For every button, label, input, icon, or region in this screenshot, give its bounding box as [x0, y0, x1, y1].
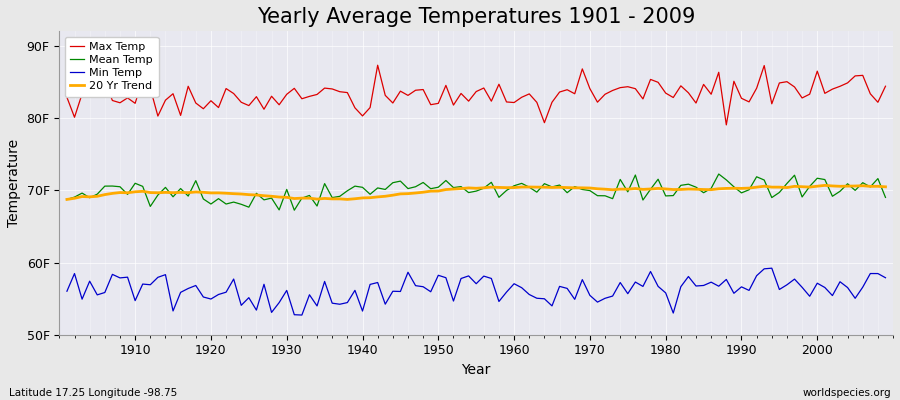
- Max Temp: [335, 89, 346, 94]
- Y-axis label: Temperature: Temperature: [7, 139, 21, 227]
- Mean Temp: [508, 183, 519, 188]
- Max Temp: [508, 100, 519, 105]
- Max Temp: [61, 95, 72, 100]
- Title: Yearly Average Temperatures 1901 - 2009: Yearly Average Temperatures 1901 - 2009: [257, 7, 696, 27]
- Max Temp: [122, 96, 133, 100]
- Line: 20 Yr Trend: 20 Yr Trend: [67, 185, 886, 200]
- X-axis label: Year: Year: [462, 363, 490, 377]
- Min Temp: [289, 312, 300, 317]
- Max Temp: [289, 86, 300, 91]
- Min Temp: [508, 281, 519, 286]
- 20 Yr Trend: [501, 185, 512, 190]
- Min Temp: [296, 313, 307, 318]
- Max Temp: [880, 84, 891, 89]
- Min Temp: [608, 294, 618, 298]
- Min Temp: [61, 289, 72, 294]
- 20 Yr Trend: [61, 197, 72, 202]
- Text: worldspecies.org: worldspecies.org: [803, 388, 891, 398]
- 20 Yr Trend: [819, 183, 830, 188]
- Line: Max Temp: Max Temp: [67, 65, 886, 125]
- Mean Temp: [289, 208, 300, 213]
- Min Temp: [342, 300, 353, 305]
- Mean Temp: [714, 172, 724, 176]
- 20 Yr Trend: [880, 184, 891, 189]
- Max Temp: [721, 122, 732, 127]
- Mean Temp: [122, 192, 133, 197]
- Text: Latitude 17.25 Longitude -98.75: Latitude 17.25 Longitude -98.75: [9, 388, 177, 398]
- Max Temp: [373, 63, 383, 68]
- 20 Yr Trend: [289, 196, 300, 201]
- Mean Temp: [296, 196, 307, 200]
- Min Temp: [122, 275, 133, 280]
- Min Temp: [767, 266, 778, 270]
- Mean Temp: [517, 181, 527, 186]
- 20 Yr Trend: [599, 187, 610, 192]
- Max Temp: [517, 95, 527, 100]
- Mean Temp: [342, 188, 353, 193]
- 20 Yr Trend: [335, 196, 346, 201]
- Line: Mean Temp: Mean Temp: [67, 174, 886, 210]
- Mean Temp: [61, 197, 72, 202]
- Legend: Max Temp, Mean Temp, Min Temp, 20 Yr Trend: Max Temp, Mean Temp, Min Temp, 20 Yr Tre…: [65, 37, 158, 97]
- 20 Yr Trend: [122, 190, 133, 195]
- Min Temp: [517, 285, 527, 290]
- Mean Temp: [880, 195, 891, 200]
- Max Temp: [608, 88, 618, 93]
- 20 Yr Trend: [508, 185, 519, 190]
- Mean Temp: [608, 196, 618, 201]
- Min Temp: [880, 275, 891, 280]
- Line: Min Temp: Min Temp: [67, 268, 886, 315]
